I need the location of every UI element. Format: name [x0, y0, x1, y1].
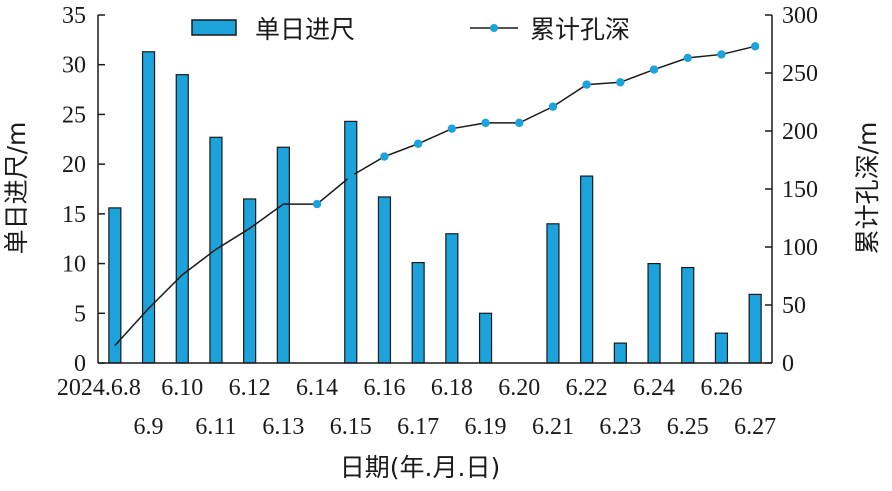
- bar-series: [108, 51, 762, 364]
- bar: [344, 120, 358, 364]
- bar: [141, 51, 156, 364]
- x-tick-label: 6.17: [397, 414, 439, 440]
- bar: [580, 175, 594, 364]
- line-point: [717, 50, 726, 59]
- bar: [478, 312, 493, 364]
- x-tick-label: 6.20: [498, 375, 540, 401]
- y-right-tick-label: 250: [782, 61, 818, 87]
- x-tick-label: 6.14: [296, 375, 338, 401]
- bar: [647, 262, 661, 364]
- line-point: [548, 102, 558, 111]
- bar: [546, 223, 560, 364]
- x-tick-label: 6.13: [262, 414, 304, 440]
- x-tick-label: 6.22: [566, 375, 608, 401]
- line-point: [582, 80, 591, 89]
- y-right-tick-label: 100: [782, 235, 818, 261]
- y-left-tick-label: 10: [62, 252, 86, 278]
- x-tick-label: 6.9: [134, 414, 164, 440]
- y-axis-left-title: 单日进尺/m: [2, 122, 31, 255]
- tick-labels: 0 5 10 15 20 25 30 35 0 50 100 150 200 250 300 2024.6.8…: [57, 3, 818, 440]
- bar: [411, 261, 425, 364]
- line-point: [750, 42, 760, 51]
- line-point: [346, 172, 355, 181]
- axes: [97, 14, 773, 364]
- x-tick-label: 6.21: [532, 414, 574, 440]
- line-point: [683, 53, 692, 63]
- y-right-tick-label: 200: [782, 119, 818, 145]
- x-tick-label: 6.15: [330, 414, 372, 440]
- line-point: [481, 118, 490, 128]
- x-tick-label: 2024.6.8: [57, 375, 141, 401]
- bar: [377, 196, 392, 364]
- legend-line-marker: [490, 24, 498, 32]
- y-right-tick-label: 50: [782, 293, 806, 319]
- line-series: [114, 42, 760, 347]
- legend-bar-swatch: [191, 19, 237, 36]
- x-tick-label: 6.19: [465, 414, 507, 440]
- line-point: [447, 124, 457, 133]
- bar: [445, 233, 459, 364]
- x-axis-title: 日期(年.月.日): [340, 453, 500, 482]
- y-right-tick-label: 150: [782, 177, 818, 203]
- y-left-tick-label: 30: [62, 53, 86, 79]
- line-point: [413, 139, 423, 148]
- x-tick-label: 6.24: [633, 375, 675, 401]
- cumulative-depth-line: [114, 45, 756, 347]
- x-tick-label: 6.27: [734, 414, 776, 440]
- x-tick-label: 6.18: [431, 375, 473, 401]
- legend-line-label: 累计孔深: [530, 15, 630, 44]
- y-left-tick-label: 0: [74, 351, 86, 377]
- y-axis-right-title: 累计孔深/m: [853, 122, 882, 255]
- y-left-tick-label: 15: [62, 202, 86, 228]
- line-point: [380, 152, 389, 161]
- x-tick-label: 6.11: [195, 414, 236, 440]
- x-tick-label: 6.26: [700, 375, 742, 401]
- bar: [681, 266, 695, 364]
- line-point: [649, 65, 659, 74]
- x-tick-label: 6.16: [363, 375, 405, 401]
- legend: 单日进尺 累计孔深: [191, 15, 630, 44]
- bar: [108, 207, 122, 364]
- bar: [175, 74, 189, 364]
- bar: [714, 332, 729, 364]
- y-right-tick-label: 300: [782, 3, 818, 29]
- line-point: [515, 118, 524, 128]
- x-tick-label: 6.25: [667, 414, 709, 440]
- y-left-tick-label: 5: [74, 301, 86, 327]
- line-point: [312, 199, 322, 209]
- x-tick-label: 6.23: [599, 414, 641, 440]
- y-left-tick-label: 20: [62, 152, 86, 178]
- y-left-tick-label: 35: [62, 3, 86, 29]
- line-point: [616, 78, 625, 87]
- bar: [748, 293, 762, 364]
- y-left-tick-label: 25: [62, 102, 86, 128]
- bar: [276, 146, 290, 364]
- x-tick-label: 6.10: [161, 375, 203, 401]
- legend-bar-label: 单日进尺: [255, 15, 355, 44]
- x-tick-label: 6.12: [229, 375, 271, 401]
- bar: [243, 198, 257, 364]
- bar: [613, 342, 627, 364]
- y-right-tick-label: 0: [782, 351, 794, 377]
